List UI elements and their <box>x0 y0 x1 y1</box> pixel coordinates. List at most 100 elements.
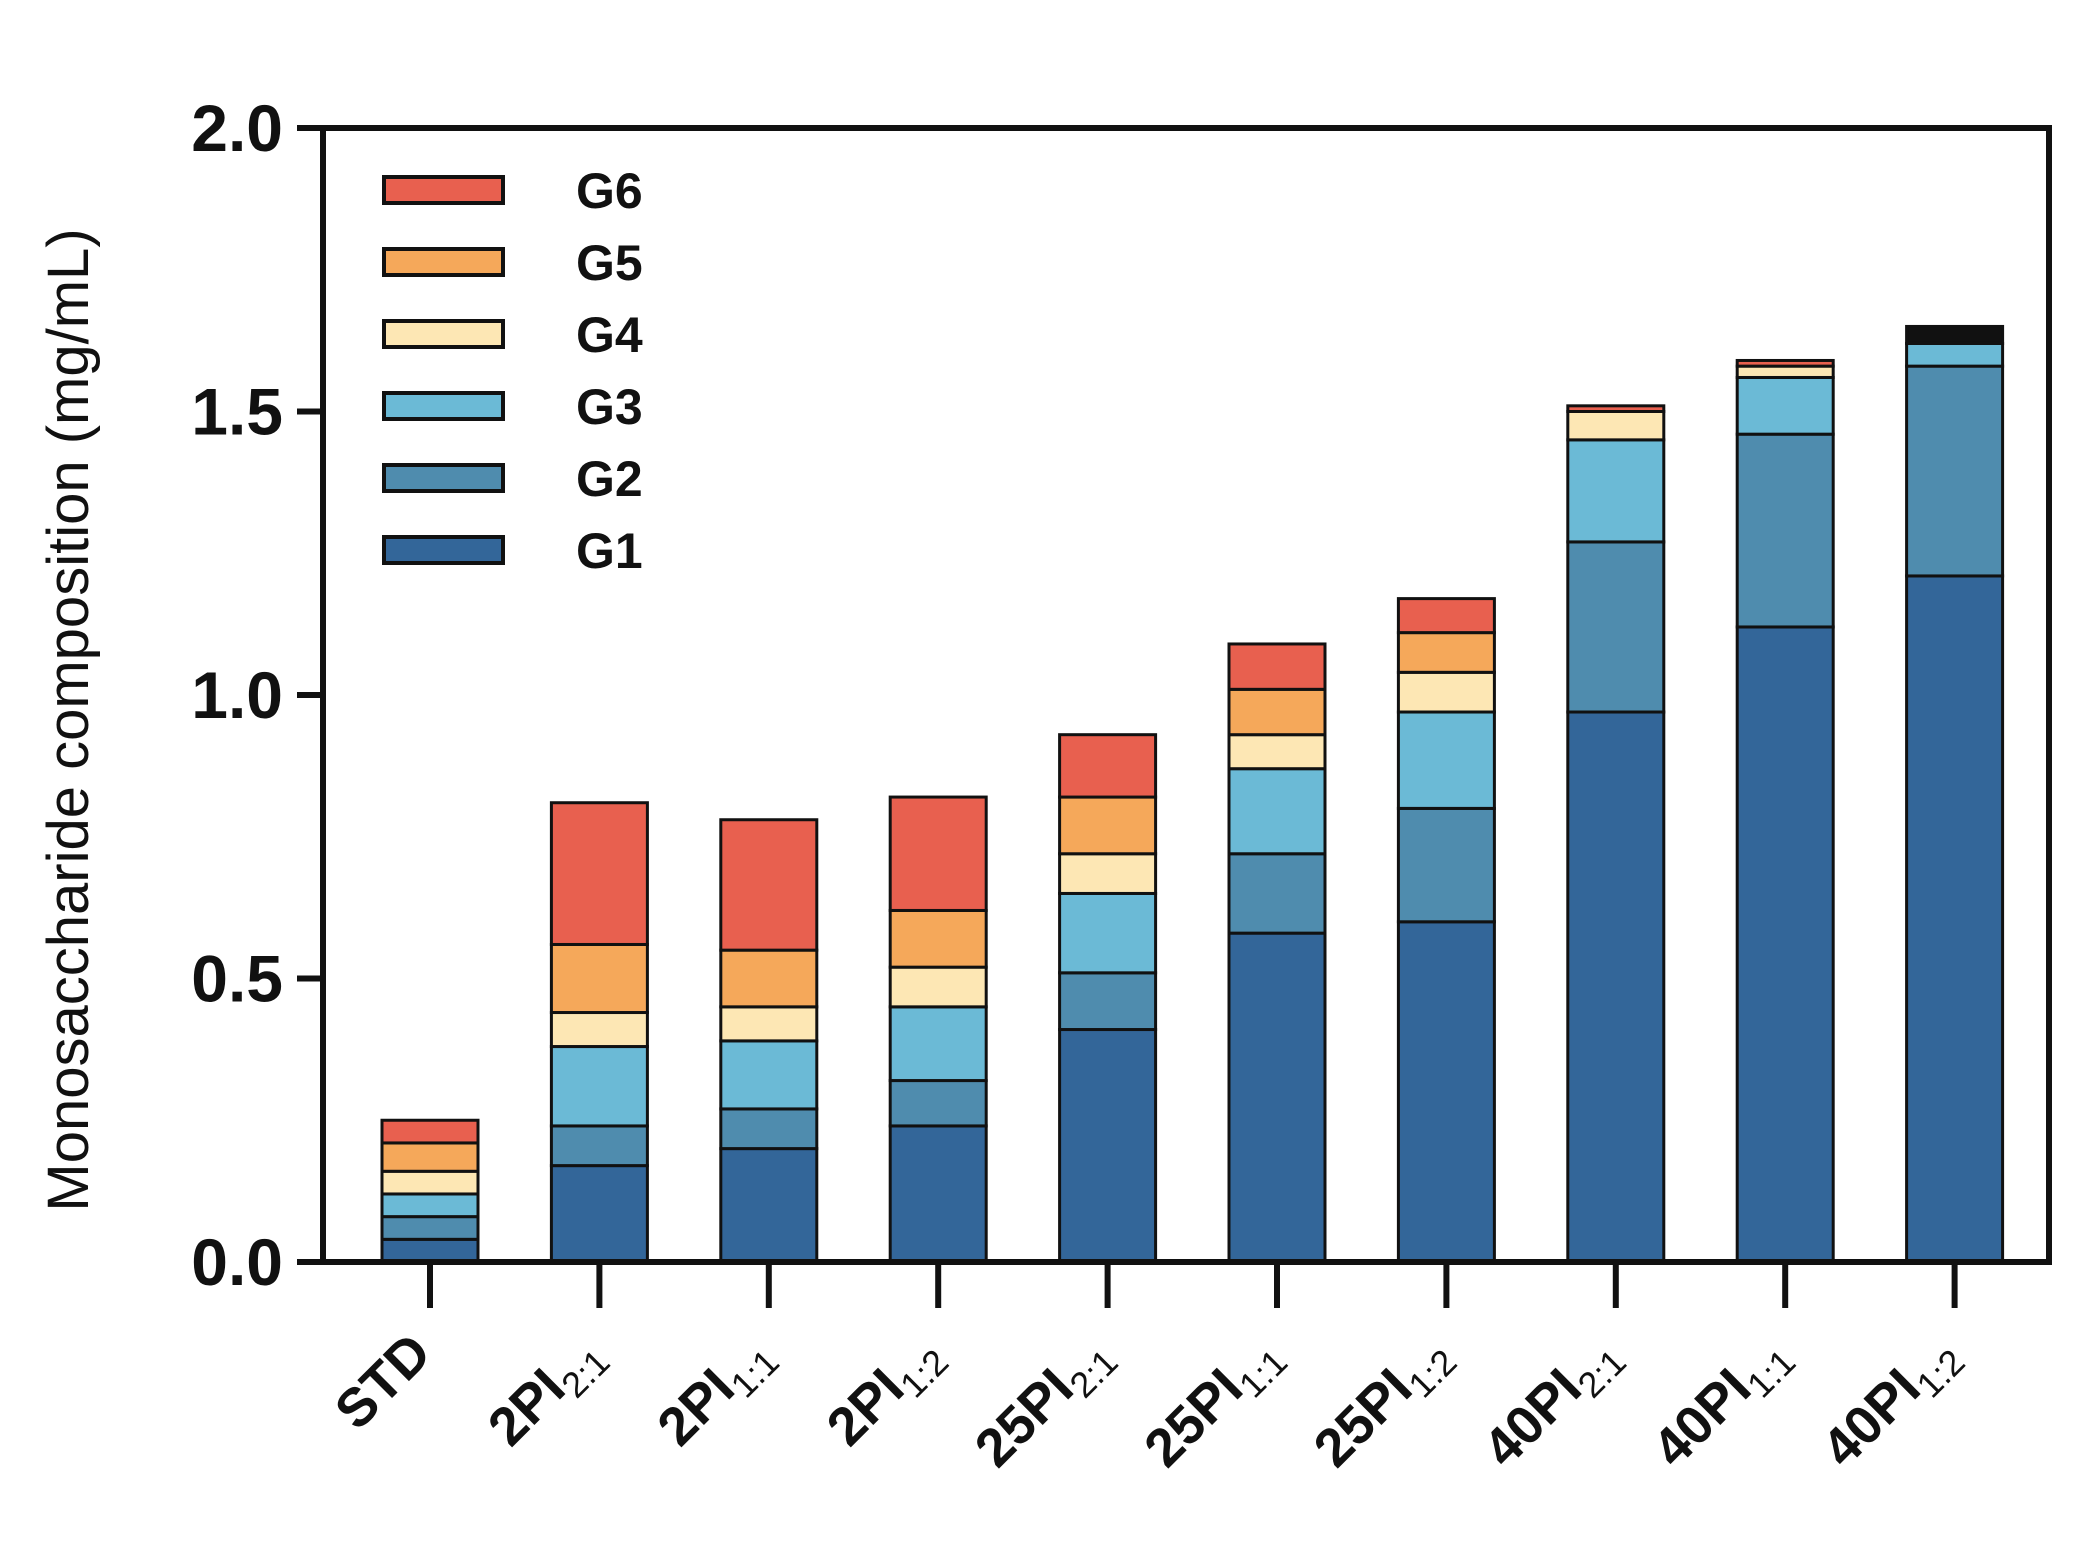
bar-g4-4 <box>888 965 988 1009</box>
bar-g3-10 <box>1905 341 2005 368</box>
bar-g3-9 <box>1735 375 1835 436</box>
legend-label-g2: G2 <box>576 451 643 507</box>
bar-g5-1 <box>380 1141 480 1173</box>
y-axis: 0.0 0.5 1.0 1.5 2.0 <box>191 91 323 1299</box>
bar-g1-10 <box>1905 574 2005 1264</box>
legend-label-g6: G6 <box>576 163 643 219</box>
bar-g1-2 <box>549 1164 649 1264</box>
bar-g1-8 <box>1566 710 1666 1264</box>
y-tick-label-0: 0.0 <box>191 1225 283 1299</box>
y-tick-label-4: 2.0 <box>191 91 283 165</box>
bar-g5-2 <box>549 942 649 1015</box>
legend-swatch-g2 <box>382 463 505 493</box>
bar-g2-8 <box>1566 540 1666 714</box>
x-tick-label-1: STD <box>324 1322 443 1441</box>
bar-g3-2 <box>549 1045 649 1128</box>
bar-g6-3 <box>719 818 819 952</box>
bar-stack-1 <box>380 1118 480 1264</box>
bar-g2-6 <box>1227 852 1327 935</box>
legend-swatch-g3 <box>382 391 505 421</box>
bar-g5-7 <box>1396 631 1496 674</box>
legend-swatch-g5 <box>382 247 505 277</box>
x-tick-label-main: STD <box>324 1322 443 1441</box>
bar-stack-9 <box>1735 358 1835 1264</box>
bar-g2-5 <box>1058 971 1158 1032</box>
legend-label-g5: G5 <box>576 235 643 291</box>
bar-g3-8 <box>1566 438 1666 544</box>
bar-g1-7 <box>1396 920 1496 1264</box>
bar-g6-9 <box>1735 358 1835 368</box>
x-tick-label-8: 40PI2:1 <box>1472 1322 1634 1484</box>
bar-g6-7 <box>1396 597 1496 635</box>
bar-g2-2 <box>549 1124 649 1168</box>
legend-swatch-g6 <box>382 175 505 205</box>
bar-g6-5 <box>1058 733 1158 799</box>
legend-label-g4: G4 <box>576 307 643 363</box>
bar-g5-6 <box>1227 687 1327 737</box>
bar-stack-6 <box>1227 642 1327 1264</box>
y-tick-label-1: 0.5 <box>191 942 283 1016</box>
x-tick-label-4: 2PI1:2 <box>816 1322 957 1463</box>
bar-g4-8 <box>1566 410 1666 442</box>
bar-g2-7 <box>1396 806 1496 924</box>
bar-g6-8 <box>1566 404 1666 413</box>
bar-g3-3 <box>719 1039 819 1111</box>
bar-g3-1 <box>380 1192 480 1219</box>
bar-g1-6 <box>1227 931 1327 1264</box>
bar-g6-6 <box>1227 642 1327 691</box>
legend: G6 G5 G4 G3 G2 G1 <box>382 163 643 579</box>
bar-g1-9 <box>1735 625 1835 1264</box>
bar-stack-5 <box>1058 733 1158 1264</box>
bar-g1-5 <box>1058 1028 1158 1264</box>
bar-g5-4 <box>888 908 988 969</box>
bar-g2-4 <box>888 1079 988 1128</box>
x-tick-label-2: 2PI2:1 <box>477 1322 618 1463</box>
bar-g3-7 <box>1396 710 1496 810</box>
bar-g1-3 <box>719 1147 819 1264</box>
bar-g4-6 <box>1227 733 1327 771</box>
x-tick-label-9: 40PI1:1 <box>1641 1322 1803 1484</box>
x-tick-label-6: 25PI1:1 <box>1133 1322 1295 1484</box>
y-axis-title: Monosaccharide composition (mg/mL) <box>36 228 101 1211</box>
bar-g3-5 <box>1058 891 1158 975</box>
bar-g6-1 <box>380 1118 480 1145</box>
bars-layer <box>380 324 2005 1264</box>
legend-swatch-g4 <box>382 319 505 349</box>
bar-g2-10 <box>1905 364 2005 578</box>
bar-g1-4 <box>888 1124 988 1264</box>
bar-stack-8 <box>1566 404 1666 1264</box>
bar-g3-4 <box>888 1005 988 1083</box>
bar-g5-5 <box>1058 795 1158 856</box>
y-tick-label-2: 1.0 <box>191 658 283 732</box>
bar-g5-3 <box>719 948 819 1009</box>
bar-stack-2 <box>549 801 649 1264</box>
bar-g2-9 <box>1735 432 1835 629</box>
bar-stack-3 <box>719 818 819 1264</box>
bar-g2-3 <box>719 1107 819 1151</box>
bar-stack-10 <box>1905 324 2005 1264</box>
legend-label-g1: G1 <box>576 523 643 579</box>
x-axis: STD 2PI2:1 2PI1:1 2PI1:2 25PI2:1 25PI1:1 25PI1… <box>324 1262 1973 1484</box>
bar-g2-1 <box>380 1215 480 1241</box>
bar-g4-9 <box>1735 364 1835 379</box>
x-tick-label-5: 25PI2:1 <box>964 1322 1126 1484</box>
bar-g4-2 <box>549 1011 649 1049</box>
x-tick-label-7: 25PI1:2 <box>1303 1322 1465 1484</box>
bar-g4-5 <box>1058 852 1158 895</box>
bar-stack-4 <box>888 795 988 1264</box>
bar-g4-7 <box>1396 670 1496 714</box>
legend-label-g3: G3 <box>576 379 643 435</box>
bar-g6-2 <box>549 801 649 946</box>
y-tick-label-3: 1.5 <box>191 375 283 449</box>
bar-top-cap-10 <box>1905 324 2005 345</box>
bar-g4-3 <box>719 1005 819 1043</box>
legend-swatch-g1 <box>382 535 505 565</box>
bar-g4-1 <box>380 1169 480 1196</box>
bar-g3-6 <box>1227 767 1327 856</box>
x-tick-label-3: 2PI1:1 <box>646 1322 787 1463</box>
bar-stack-7 <box>1396 597 1496 1264</box>
bar-g1-1 <box>380 1237 480 1264</box>
x-tick-label-10: 40PI1:2 <box>1811 1322 1973 1484</box>
